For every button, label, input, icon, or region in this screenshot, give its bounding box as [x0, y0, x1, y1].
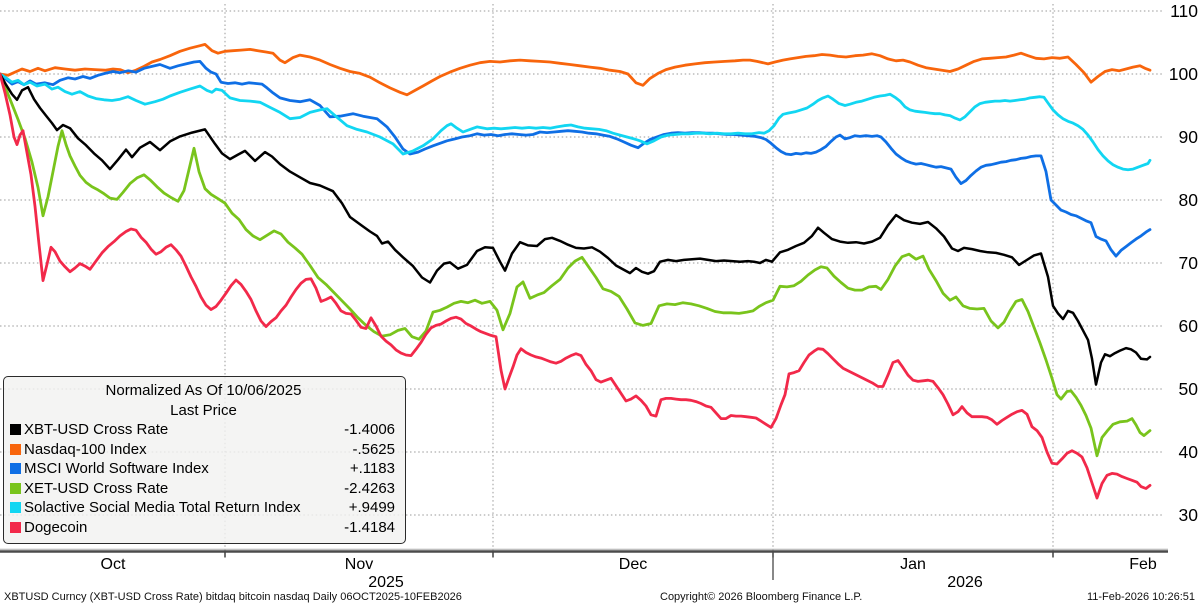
series-swatch-icon	[10, 502, 21, 514]
x-axis-year-label: 2025	[368, 574, 404, 591]
y-axis-tick-label: 50	[1179, 379, 1199, 399]
series-swatch-icon	[10, 424, 21, 436]
y-axis-tick-label: 80	[1179, 190, 1199, 210]
series-line-msci-world-software-index	[0, 60, 1152, 258]
y-axis-tick-label: 90	[1179, 127, 1199, 147]
x-axis-month-label: Dec	[619, 556, 647, 573]
y-axis-tick-label: 60	[1179, 316, 1199, 336]
y-axis-tick-label: 40	[1179, 442, 1199, 462]
legend-item[interactable]: Dogecoin -1.4184	[10, 518, 397, 538]
x-axis-month-label: Nov	[345, 556, 373, 573]
series-last-value: -.5625	[352, 440, 395, 458]
legend-subtitle: Last Price	[170, 401, 237, 419]
series-last-value: -1.4184	[344, 518, 395, 536]
series-line-solactive-social-media-total-return-index	[0, 72, 1152, 172]
x-axis-year-label: 2026	[947, 574, 983, 591]
y-axis-tick-label: 100	[1169, 64, 1198, 84]
series-last-value: +.9499	[348, 499, 395, 516]
y-axis-tick-label: 30	[1179, 505, 1199, 525]
legend-item[interactable]: XET-USD Cross Rate -2.4263	[10, 479, 397, 499]
series-swatch-icon	[10, 521, 21, 533]
series-line-xbt-usd-cross-rate	[0, 72, 1152, 386]
copyright-notice: Copyright© 2026 Bloomberg Finance L.P.	[660, 591, 863, 603]
security-description: XBTUSD Curncy (XBT-USD Cross Rate) bitda…	[4, 591, 462, 603]
series-line-xet-usd-cross-rate	[0, 72, 1152, 458]
chart-legend[interactable]: Normalized As Of 10/06/2025 Last Price X…	[3, 376, 406, 544]
series-line-dogecoin	[0, 72, 1152, 500]
series-name: MSCI World Software Index	[24, 460, 209, 477]
legend-item[interactable]: Nasdaq-100 Index -.5625	[10, 440, 397, 460]
timestamp: 11-Feb-2026 10:26:51	[1086, 591, 1195, 603]
legend-title: Normalized As Of 10/06/2025	[105, 382, 302, 399]
series-last-value: +.1183	[349, 460, 395, 477]
y-axis-tick-label: 110	[1170, 1, 1198, 21]
series-swatch-icon	[10, 463, 21, 475]
legend-item[interactable]: Solactive Social Media Total Return Inde…	[10, 498, 397, 518]
legend-item[interactable]: XBT-USD Cross Rate -1.4006	[10, 420, 397, 440]
series-last-value: -1.4006	[344, 421, 395, 438]
x-axis-month-label: Oct	[101, 556, 126, 573]
series-name: Dogecoin	[24, 518, 88, 536]
series-name: XBT-USD Cross Rate	[24, 421, 169, 438]
series-last-value: -2.4263	[344, 479, 395, 497]
series-name: XET-USD Cross Rate	[24, 479, 169, 497]
legend-item[interactable]: MSCI World Software Index +.1183	[10, 459, 397, 479]
series-name: Solactive Social Media Total Return Inde…	[24, 499, 301, 516]
series-line-nasdaq-100-index	[0, 43, 1152, 97]
y-axis-tick-label: 70	[1179, 253, 1199, 273]
x-axis-month-label: Feb	[1129, 556, 1157, 573]
x-axis-month-label: Jan	[900, 556, 926, 573]
series-swatch-icon	[10, 482, 21, 494]
series-swatch-icon	[10, 443, 21, 455]
series-name: Nasdaq-100 Index	[24, 440, 147, 458]
status-bar: XBTUSD Curncy (XBT-USD Cross Rate) bitda…	[0, 589, 1200, 608]
